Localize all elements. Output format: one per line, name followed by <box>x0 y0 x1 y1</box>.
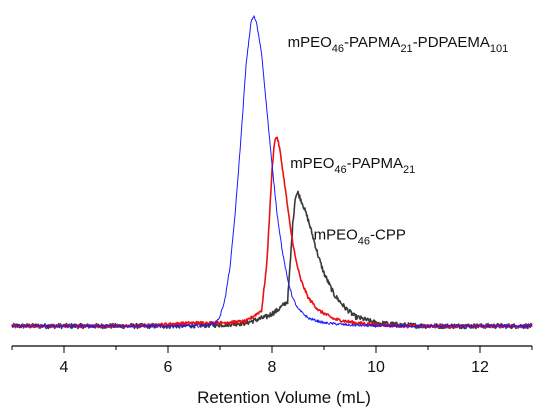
series-layer <box>11 15 533 330</box>
series-annotation-2: mPEO46-CPP <box>314 226 406 247</box>
annotation-text: -PAPMA <box>344 34 400 51</box>
annotation-text: -PAPMA <box>347 155 403 172</box>
series-annotation-0: mPEO46-PAPMA21-PDPAEMA101 <box>288 34 509 55</box>
annotation-text: mPEO <box>288 34 332 51</box>
annotation-subscript: 46 <box>334 164 346 176</box>
annotation-text: mPEO <box>314 226 358 243</box>
series-line-2 <box>11 190 533 330</box>
annotation-subscript: 21 <box>403 164 415 176</box>
x-tick-label: 12 <box>471 359 489 376</box>
annotation-subscript: 101 <box>490 43 508 55</box>
annotation-layer: mPEO46-PAPMA21-PDPAEMA101mPEO46-PAPMA21m… <box>288 34 509 247</box>
x-tick-label: 4 <box>60 359 69 376</box>
annotation-subscript: 46 <box>358 235 370 247</box>
x-tick-label: 6 <box>164 359 173 376</box>
annotation-subscript: 46 <box>332 43 344 55</box>
annotation-subscript: 21 <box>400 43 412 55</box>
series-line-0 <box>11 15 533 328</box>
x-tick-label: 10 <box>367 359 385 376</box>
x-axis-ticks: 4 6 8 10 12 <box>11 346 533 376</box>
annotation-text: mPEO <box>290 155 334 172</box>
x-axis-title: Retention Volume (mL) <box>197 388 371 407</box>
annotation-text: -CPP <box>370 226 406 243</box>
annotation-text: -PDPAEMA <box>413 34 490 51</box>
series-annotation-1: mPEO46-PAPMA21 <box>290 155 415 176</box>
x-tick-label: 8 <box>268 359 277 376</box>
